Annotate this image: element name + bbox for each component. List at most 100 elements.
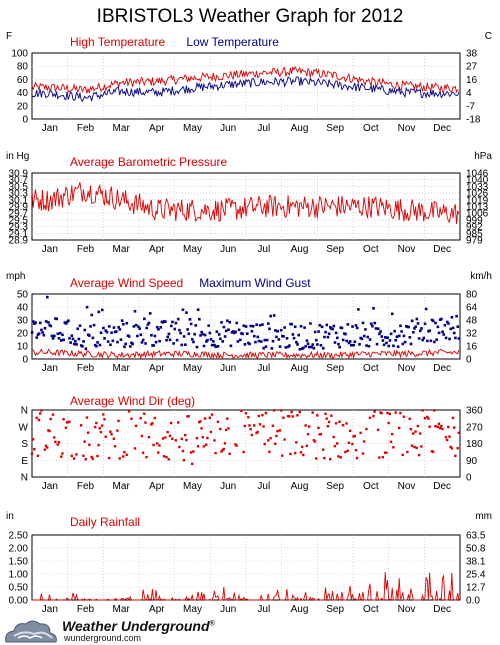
wind-gust-point [158, 339, 161, 343]
winddir-point [144, 421, 147, 424]
wind-gust-point [402, 334, 406, 338]
winddir-point [240, 409, 243, 413]
wind-gust-point [352, 343, 355, 347]
winddir-point [228, 452, 231, 455]
wind-gust-point [38, 321, 42, 325]
winddir-point [283, 438, 286, 441]
winddir-point [327, 420, 331, 424]
winddir-point [397, 426, 401, 430]
wind-gust-point [221, 340, 225, 343]
wind-gust-point [376, 327, 380, 330]
wind-gust-point [436, 325, 440, 329]
rain-series-line-0 [32, 572, 460, 602]
winddir-point [82, 454, 85, 457]
temp-month-label: Jun [220, 123, 236, 134]
winddir-point [100, 424, 104, 427]
pressure-series-line-0 [31, 182, 460, 224]
wind-gust-point [50, 334, 54, 338]
wind-gust-point [392, 344, 395, 348]
wind-gust-point [173, 327, 177, 331]
winddir-point [249, 427, 252, 431]
wind-gust-point [41, 331, 44, 334]
wind-gust-point [268, 327, 271, 331]
cloud-icon [5, 620, 57, 643]
winddir-point [113, 445, 117, 448]
footer-brand[interactable]: Weather Underground® [62, 618, 215, 634]
wind-gust-point [388, 339, 392, 342]
rain-left-tick-label: 2.00 [9, 544, 29, 555]
wind-gust-point [440, 317, 443, 321]
wind-gust-point [129, 345, 132, 348]
winddir-point [153, 416, 156, 420]
rain-right-tick-label: 50.8 [466, 544, 486, 555]
wind-gust-point [409, 342, 413, 346]
winddir-point [351, 442, 354, 446]
wind-gust-point [56, 332, 60, 336]
wind-gust-point [414, 325, 417, 328]
wind-gust-point [92, 323, 96, 327]
wind-gust-point [267, 322, 270, 325]
wind-month-label: Feb [77, 363, 95, 374]
winddir-point [107, 456, 111, 460]
wind-gust-point [278, 345, 282, 348]
weather-underground-logo [5, 620, 57, 643]
wind-gust-point [216, 345, 220, 348]
wind-gust-point [171, 320, 174, 324]
winddir-point [385, 451, 388, 454]
winddir-point [222, 447, 225, 451]
winddir-point [437, 422, 441, 426]
temp-right-tick-label: 4 [466, 88, 472, 99]
winddir-point [302, 453, 305, 457]
wind-gust-point [374, 327, 378, 330]
wind-gust-point [360, 337, 364, 341]
winddir-point [252, 424, 256, 427]
pressure-month-label: Mar [113, 244, 131, 255]
rain-right-tick-label: 0.0 [466, 596, 480, 607]
winddir-point [181, 449, 185, 453]
wind-gust-point [433, 340, 436, 344]
wind-gust-point [109, 343, 112, 347]
winddir-point [339, 456, 342, 459]
wind-gust-point [51, 337, 55, 340]
winddir-point [203, 417, 207, 420]
winddir-point [449, 445, 452, 449]
wind-gust-point [203, 333, 207, 337]
winddir-point [169, 421, 173, 425]
wind-gust-point [303, 326, 306, 329]
winddir-month-label: Jan [42, 481, 58, 492]
wind-legend-1: Maximum Wind Gust [199, 276, 311, 290]
pressure-month-label: Oct [363, 244, 379, 255]
wind-gust-point [215, 330, 219, 333]
wind-gust-point [358, 342, 361, 346]
winddir-point [189, 451, 193, 454]
wind-gust-point [401, 342, 405, 346]
winddir-point [325, 417, 328, 420]
wind-gust-point [181, 308, 185, 311]
wind-gust-point [393, 329, 396, 333]
pressure-left-tick-label: 30.3 [9, 189, 29, 200]
wind-gust-point [312, 346, 316, 350]
wind-gust-point [223, 335, 227, 338]
rain-right-unit: mm [475, 511, 492, 522]
wave-icon [17, 635, 43, 639]
wind-right-tick-label: 48 [466, 316, 478, 327]
rain-left-tick-label: 0.00 [9, 596, 29, 607]
wind-legend-0: Average Wind Speed [70, 276, 183, 290]
winddir-point [291, 415, 294, 418]
winddir-point [30, 452, 34, 456]
winddir-point [235, 444, 238, 447]
winddir-point [304, 424, 307, 427]
wind-month-label: Sep [326, 363, 344, 374]
footer-url[interactable]: wunderground.com [64, 633, 142, 643]
wind-gust-point [386, 336, 389, 339]
rain-right-tick-label: 25.4 [466, 570, 486, 581]
wind-left-tick-label: 50 [17, 290, 29, 301]
rain-month-label: Jun [220, 604, 236, 615]
winddir-point [355, 456, 359, 460]
winddir-point [164, 436, 167, 439]
wind-gust-point [292, 336, 296, 340]
winddir-point [257, 414, 261, 418]
winddir-point [295, 441, 298, 444]
wind-gust-point [452, 331, 456, 335]
rain-month-label: Mar [113, 604, 131, 615]
